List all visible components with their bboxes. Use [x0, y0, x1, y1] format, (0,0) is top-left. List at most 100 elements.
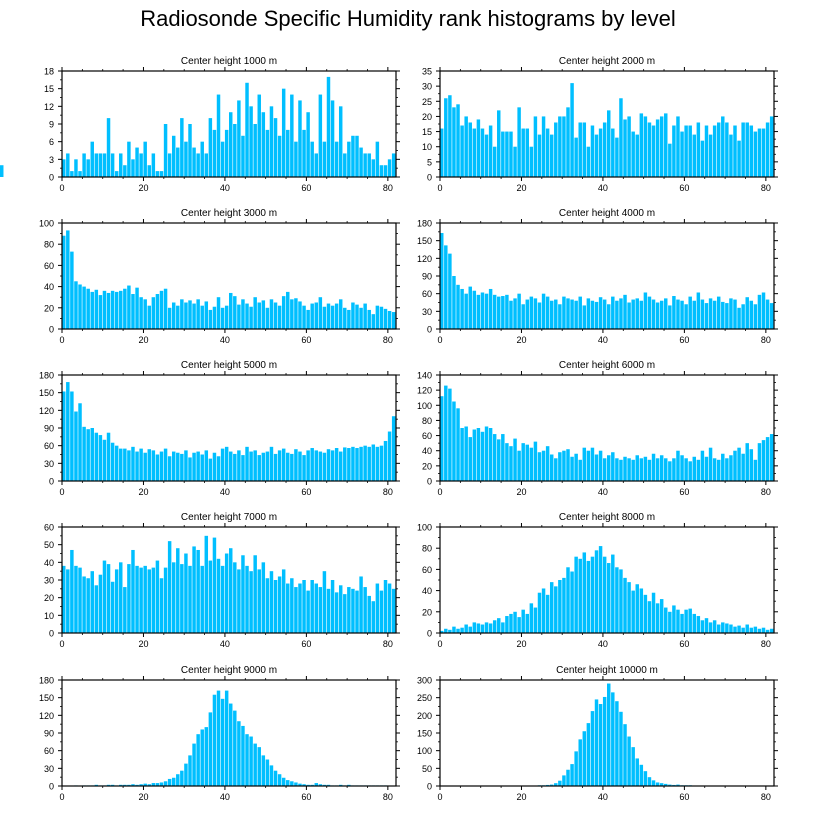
bar — [159, 290, 164, 329]
bar — [684, 458, 688, 481]
bar — [472, 290, 477, 329]
bar — [147, 784, 152, 786]
bar — [635, 134, 639, 177]
bar — [444, 628, 448, 633]
bar — [106, 292, 111, 329]
bar — [139, 448, 143, 481]
bar — [208, 118, 213, 177]
bar — [545, 128, 550, 177]
panel-title: Center height 6000 m — [559, 360, 655, 371]
bar — [460, 125, 464, 177]
bar — [163, 567, 168, 633]
bar — [192, 147, 196, 177]
bar — [123, 165, 127, 177]
y-tick-label: 10 — [44, 611, 54, 621]
bar — [684, 609, 688, 633]
bar — [90, 141, 94, 177]
bar — [627, 302, 631, 329]
bar — [541, 293, 546, 329]
bar — [492, 434, 497, 481]
bar — [549, 582, 554, 633]
bar — [558, 304, 562, 329]
bar — [509, 446, 513, 481]
bar — [110, 442, 115, 481]
bar — [383, 580, 388, 633]
bar — [513, 611, 517, 633]
bar — [224, 446, 229, 481]
bar — [448, 388, 452, 481]
bar — [668, 305, 672, 329]
bar — [245, 565, 249, 633]
bar — [570, 299, 574, 329]
bar — [351, 588, 355, 633]
y-tick-label: 150 — [417, 729, 432, 739]
bar — [294, 782, 298, 786]
x-tick-label: 40 — [220, 335, 230, 345]
bar — [545, 446, 550, 481]
bar — [306, 590, 310, 633]
bar — [448, 95, 452, 177]
bar — [359, 147, 363, 177]
bar — [623, 577, 627, 633]
y-tick-label: 20 — [422, 461, 432, 471]
bar — [627, 116, 631, 177]
bar — [562, 116, 566, 177]
bar — [456, 104, 460, 177]
bar — [676, 299, 680, 329]
bar — [444, 245, 448, 329]
bar — [273, 580, 278, 633]
y-tick-label: 60 — [44, 746, 54, 756]
bar — [521, 304, 525, 329]
bar — [598, 450, 603, 481]
bar — [680, 300, 684, 329]
bar — [529, 296, 534, 329]
bar — [643, 456, 648, 481]
bar — [249, 306, 253, 329]
bar — [343, 153, 347, 177]
bar — [257, 747, 261, 786]
bar — [196, 734, 200, 786]
bar — [659, 455, 664, 481]
bar — [229, 451, 233, 481]
x-tick-label: 40 — [220, 487, 230, 497]
bar — [135, 147, 139, 177]
bar — [700, 620, 705, 633]
bar — [468, 122, 472, 177]
bar — [704, 618, 709, 633]
bar — [741, 304, 745, 329]
bar — [171, 562, 176, 633]
bar — [651, 780, 656, 786]
bar — [578, 558, 582, 633]
bar — [655, 302, 660, 329]
bar — [171, 302, 176, 329]
bar — [306, 309, 310, 329]
x-tick-label: 80 — [383, 639, 393, 649]
bar — [167, 307, 172, 329]
bar — [334, 448, 339, 481]
bar — [729, 134, 733, 177]
bar — [302, 784, 306, 786]
bar — [155, 783, 160, 786]
bar — [721, 116, 725, 177]
bar — [180, 770, 184, 786]
bar — [249, 736, 253, 786]
bar — [298, 583, 302, 633]
bar — [578, 459, 582, 481]
bar — [582, 122, 587, 177]
bar — [554, 299, 558, 329]
bar — [314, 583, 319, 633]
y-tick-label: 15 — [44, 84, 54, 94]
bar — [668, 461, 672, 481]
bar — [562, 296, 566, 329]
bar — [98, 574, 103, 633]
bar — [611, 452, 615, 481]
bar — [314, 302, 319, 329]
bar — [135, 287, 139, 329]
bar — [318, 587, 323, 633]
bar — [680, 613, 684, 633]
bar — [692, 134, 697, 177]
bar — [574, 751, 578, 786]
bar — [448, 253, 452, 329]
bar — [574, 137, 578, 177]
bar — [200, 454, 204, 481]
